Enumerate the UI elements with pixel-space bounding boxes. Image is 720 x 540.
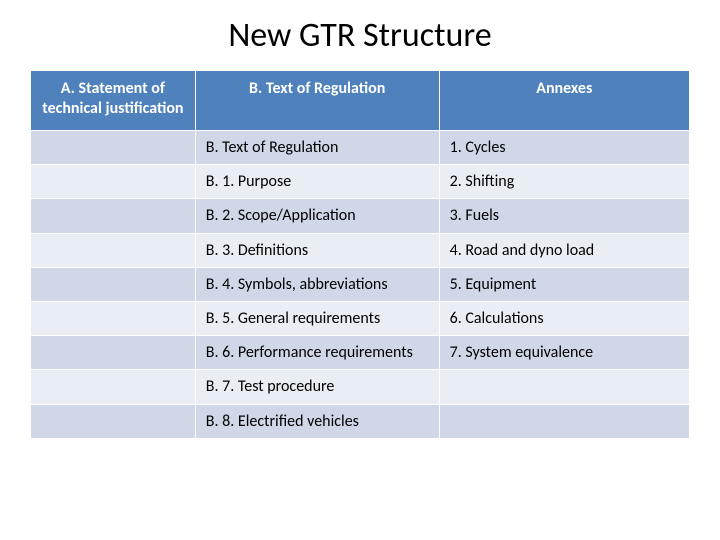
table-cell: B. 7. Test procedure <box>195 370 439 404</box>
table-cell <box>439 404 689 438</box>
table-cell: B. 6. Performance requirements <box>195 336 439 370</box>
table-cell: 3. Fuels <box>439 199 689 233</box>
table-cell: B. 1. Purpose <box>195 165 439 199</box>
table-header-a: A. Statement of technical justification <box>31 71 196 131</box>
table-cell <box>31 233 196 267</box>
table-cell <box>31 267 196 301</box>
table-header-b: B. Text of Regulation <box>195 71 439 131</box>
table-body: B. Text of Regulation1. CyclesB. 1. Purp… <box>31 131 690 439</box>
table-cell: 7. System equivalence <box>439 336 689 370</box>
page-title: New GTR Structure <box>30 15 690 56</box>
table-cell: 5. Equipment <box>439 267 689 301</box>
table-cell: 1. Cycles <box>439 131 689 165</box>
table-row: B. 6. Performance requirements7. System … <box>31 336 690 370</box>
table-cell: 2. Shifting <box>439 165 689 199</box>
structure-table: A. Statement of technical justification … <box>30 70 690 439</box>
table-cell <box>439 370 689 404</box>
table-cell: B. 5. General requirements <box>195 301 439 335</box>
slide: New GTR Structure A. Statement of techni… <box>0 0 720 540</box>
table-cell: B. 8. Electrified vehicles <box>195 404 439 438</box>
table-cell <box>31 301 196 335</box>
table-header-annexes: Annexes <box>439 71 689 131</box>
table-header-row: A. Statement of technical justification … <box>31 71 690 131</box>
table-row: B. 7. Test procedure <box>31 370 690 404</box>
table-row: B. 1. Purpose2. Shifting <box>31 165 690 199</box>
table-cell: 4. Road and dyno load <box>439 233 689 267</box>
table-row: B. 8. Electrified vehicles <box>31 404 690 438</box>
table-cell: B. 4. Symbols, abbreviations <box>195 267 439 301</box>
table-cell <box>31 131 196 165</box>
table-row: B. 3. Definitions4. Road and dyno load <box>31 233 690 267</box>
table-cell: B. Text of Regulation <box>195 131 439 165</box>
table-cell <box>31 370 196 404</box>
table-cell: B. 3. Definitions <box>195 233 439 267</box>
table-row: B. 5. General requirements6. Calculation… <box>31 301 690 335</box>
table-cell: 6. Calculations <box>439 301 689 335</box>
table-cell <box>31 404 196 438</box>
table-cell <box>31 165 196 199</box>
table-cell: B. 2. Scope/Application <box>195 199 439 233</box>
table-row: B. Text of Regulation1. Cycles <box>31 131 690 165</box>
table-cell <box>31 199 196 233</box>
table-row: B. 2. Scope/Application3. Fuels <box>31 199 690 233</box>
table-row: B. 4. Symbols, abbreviations5. Equipment <box>31 267 690 301</box>
table-cell <box>31 336 196 370</box>
